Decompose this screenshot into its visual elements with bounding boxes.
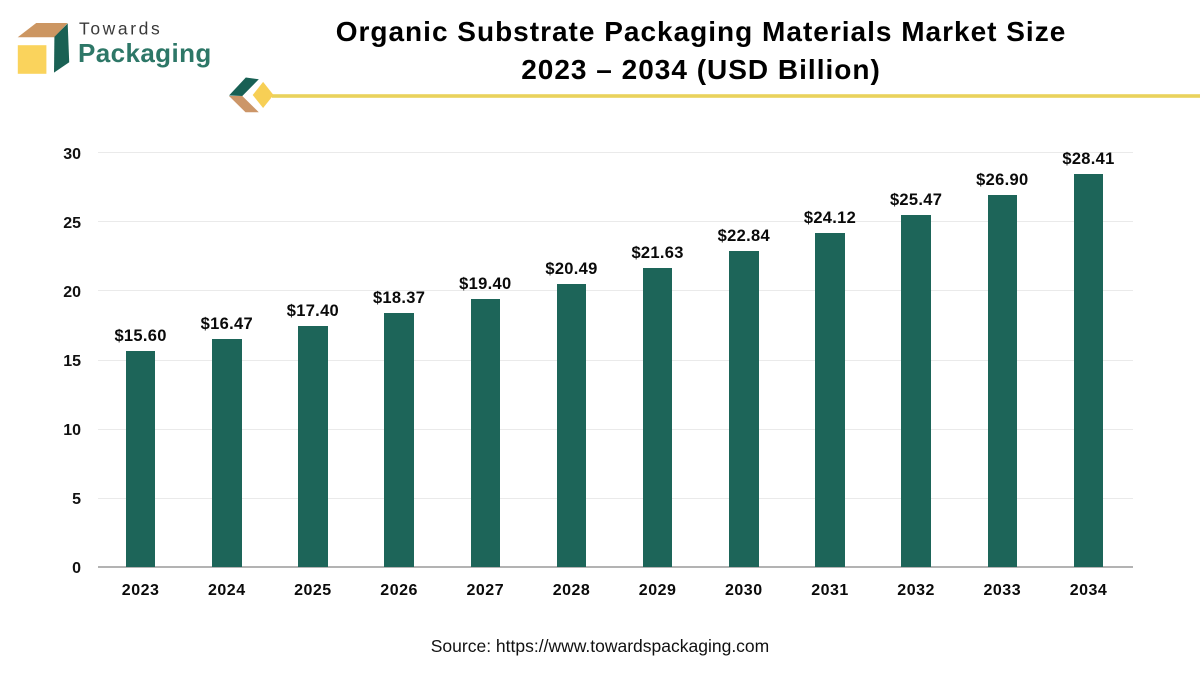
svg-text:Packaging: Packaging: [78, 38, 212, 68]
svg-text:Towards: Towards: [79, 19, 162, 39]
